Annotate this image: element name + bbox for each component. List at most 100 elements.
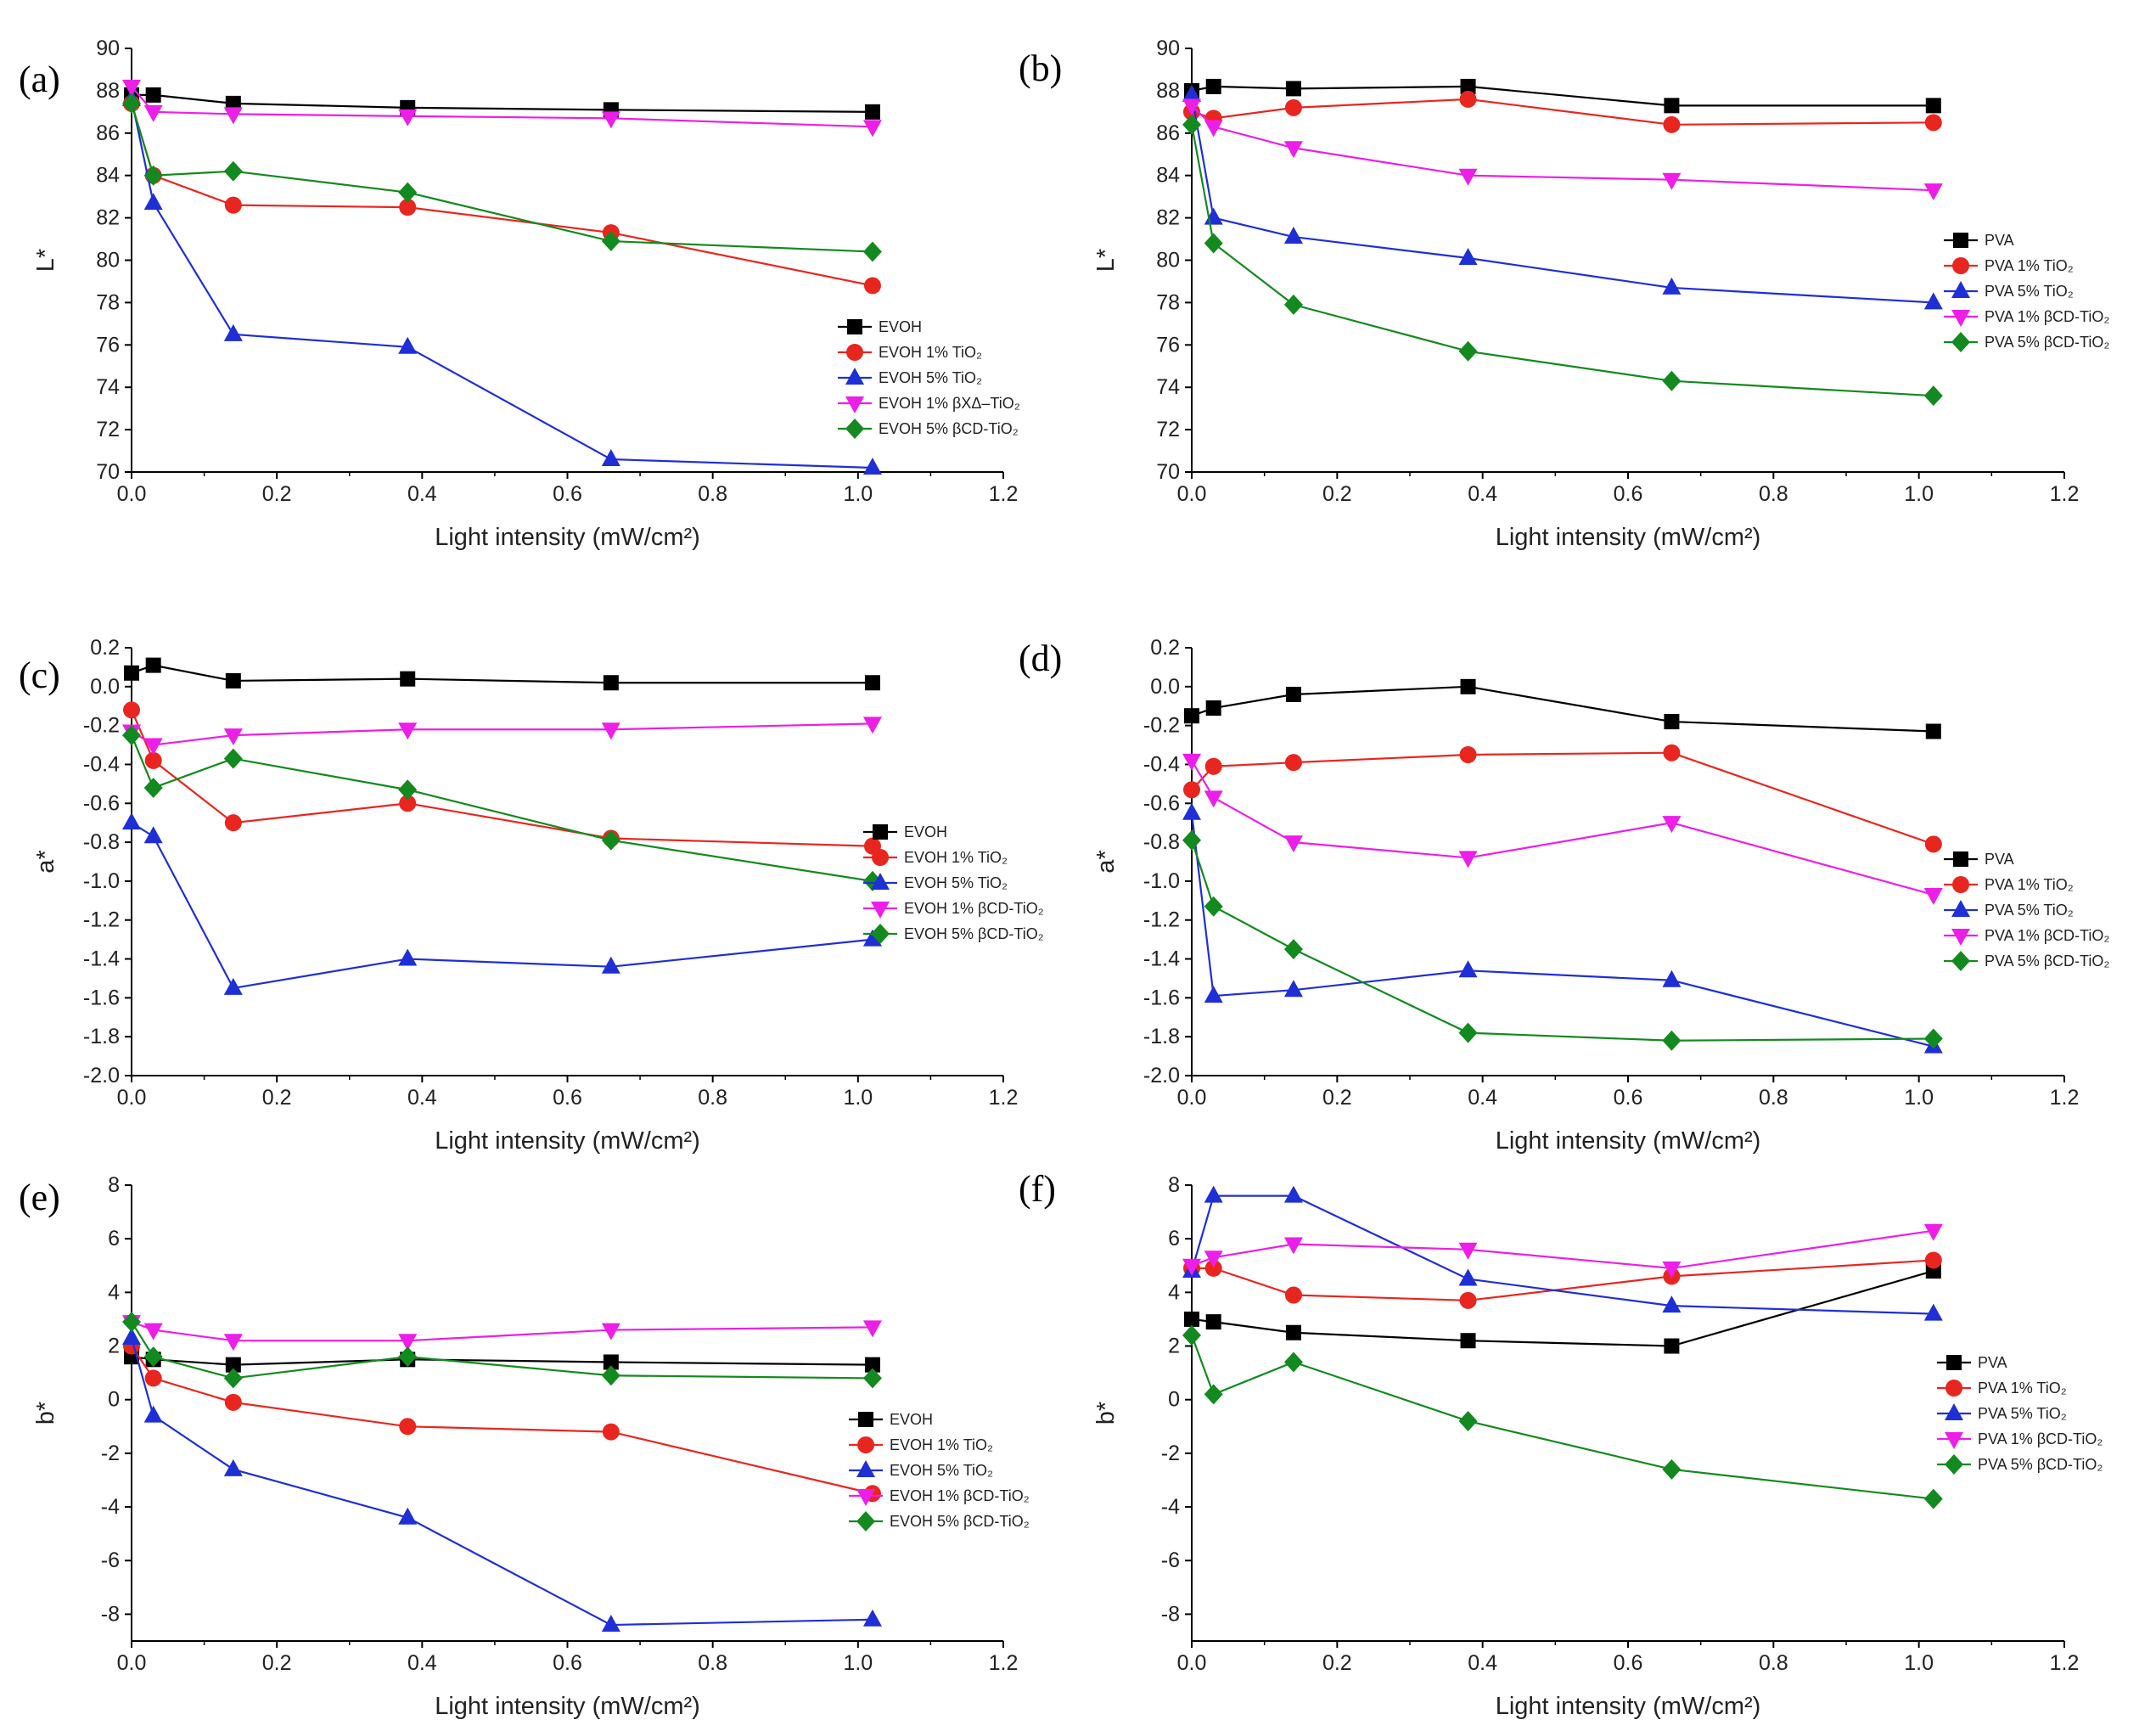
series-line [130, 709, 873, 847]
x-tick-label: 0.2 [1322, 482, 1352, 506]
y-tick-label: -2.0 [1143, 1064, 1180, 1087]
data-point [862, 120, 882, 138]
legend-swatch-marker [845, 396, 864, 413]
legend-entry-label: PVA [1978, 1354, 2007, 1371]
data-point [1925, 98, 1941, 114]
series-line [1191, 751, 1934, 846]
data-point [1458, 851, 1478, 868]
data-point [223, 1334, 243, 1352]
data-point [122, 812, 141, 830]
data-point [1664, 714, 1680, 730]
data-point [1923, 887, 1943, 905]
data-point [145, 87, 161, 103]
series-evoh-1-tio [123, 701, 881, 855]
data-point [398, 948, 418, 966]
x-tick-label: 0.0 [1177, 482, 1207, 506]
legend-entry-label: PVA 1% TiO₂ [1985, 257, 2074, 274]
x-tick-label: 0.8 [1759, 1651, 1788, 1675]
series-line [130, 103, 873, 287]
data-point [1458, 1242, 1478, 1260]
data-point [862, 1320, 882, 1338]
data-point [224, 814, 242, 832]
legend-entry-label: EVOH 5% TiO₂ [890, 1462, 993, 1479]
data-point [143, 1323, 163, 1340]
data-point [1204, 1259, 1222, 1277]
x-tick-label: 0.4 [1468, 1651, 1497, 1675]
y-tick-label: 0 [1168, 1388, 1180, 1412]
legend-entry-label: PVA 1% TiO₂ [1985, 876, 2074, 893]
data-point [1182, 829, 1201, 851]
y-tick-label: -2 [101, 1442, 120, 1465]
data-point [1283, 835, 1303, 853]
y-tick-label: 0 [108, 1388, 120, 1412]
data-point [1458, 1268, 1478, 1286]
data-point [1182, 802, 1201, 820]
series-pva-1-tio [1183, 744, 1942, 853]
data-point [1183, 781, 1200, 799]
legend-swatch-marker [847, 319, 862, 334]
series-pva-5-cd-tio [1182, 829, 1943, 1051]
panel-label: (c) [19, 655, 60, 696]
series-line [132, 93, 873, 113]
y-tick-label: 80 [1156, 249, 1180, 273]
y-tick-label: 74 [96, 375, 120, 399]
series-evoh-5-tio [122, 812, 882, 995]
data-point [1205, 700, 1221, 717]
data-point [1285, 1324, 1301, 1340]
legend-swatch-marker [856, 1511, 875, 1531]
data-point [1182, 753, 1201, 771]
y-tick-label: 86 [96, 121, 120, 145]
series-line [1191, 760, 1934, 896]
legend-entry-label: PVA [1985, 851, 2014, 868]
data-point [601, 722, 620, 740]
data-point [143, 165, 163, 186]
y-tick-label: 8 [1168, 1173, 1180, 1197]
data-point [144, 1369, 162, 1387]
legend-entry-label: PVA 1% βCD-TiO₂ [1985, 308, 2109, 325]
y-tick-label: 80 [96, 249, 120, 273]
x-tick-label: 0.0 [1177, 1086, 1207, 1110]
legend-swatch-marker [1946, 1355, 1962, 1370]
data-point [862, 1368, 882, 1389]
chart-panel-2: (b) 0.0 0.2 0.4 0.6 0.8 1.0 1.2 70 72 74 76 78 80 82 84… [1019, 37, 2109, 551]
series-line [1190, 1335, 1934, 1500]
y-tick-label: -1.0 [83, 869, 120, 893]
data-point [1663, 115, 1681, 133]
data-point [862, 241, 882, 262]
data-point [602, 1423, 620, 1441]
data-point [1662, 816, 1682, 834]
y-tick-label: 0.0 [1150, 675, 1180, 699]
data-point [1204, 790, 1223, 808]
data-point [122, 1328, 141, 1346]
data-point [224, 1393, 242, 1411]
series-evoh-1-cd-tio [122, 1315, 882, 1352]
data-point [398, 779, 418, 801]
legend-swatch-marker [1951, 310, 1970, 327]
data-point [1285, 686, 1301, 702]
legend-entry-label: EVOH [904, 823, 947, 840]
data-point [224, 196, 242, 214]
data-point [223, 160, 243, 182]
data-point [398, 1507, 418, 1525]
legend-entry-label: EVOH 1% βCD-TiO₂ [904, 900, 1044, 917]
data-point [122, 725, 141, 746]
y-tick-label: 76 [96, 333, 120, 357]
x-axis-title: Light intensity (mW/cm²) [435, 1127, 700, 1155]
data-point [1923, 1028, 1943, 1049]
legend-entry-label: PVA 5% TiO₂ [1985, 283, 2074, 300]
panel-label: (b) [1019, 48, 1062, 89]
x-tick-label: 0.8 [698, 1086, 727, 1110]
data-point [1182, 114, 1201, 135]
y-tick-label: -1.8 [1143, 1025, 1180, 1048]
y-tick-label: -8 [101, 1602, 120, 1626]
data-point [863, 277, 881, 295]
chart-panel-5: (e) 0.0 0.2 0.4 0.6 0.8 1.0 1.2 -8 -6 -4 -2 0 2 4 6 8 Lig… [19, 1173, 1030, 1720]
data-point [398, 336, 418, 354]
series-evoh-5-cd-tio [122, 93, 882, 262]
y-axis-title: b* [1092, 1402, 1120, 1425]
series-pva-1-cd-tio [1182, 98, 1943, 201]
data-point [1458, 168, 1478, 186]
data-point [225, 672, 241, 688]
y-axis-title: L* [1092, 249, 1120, 272]
data-point [1458, 1410, 1478, 1431]
